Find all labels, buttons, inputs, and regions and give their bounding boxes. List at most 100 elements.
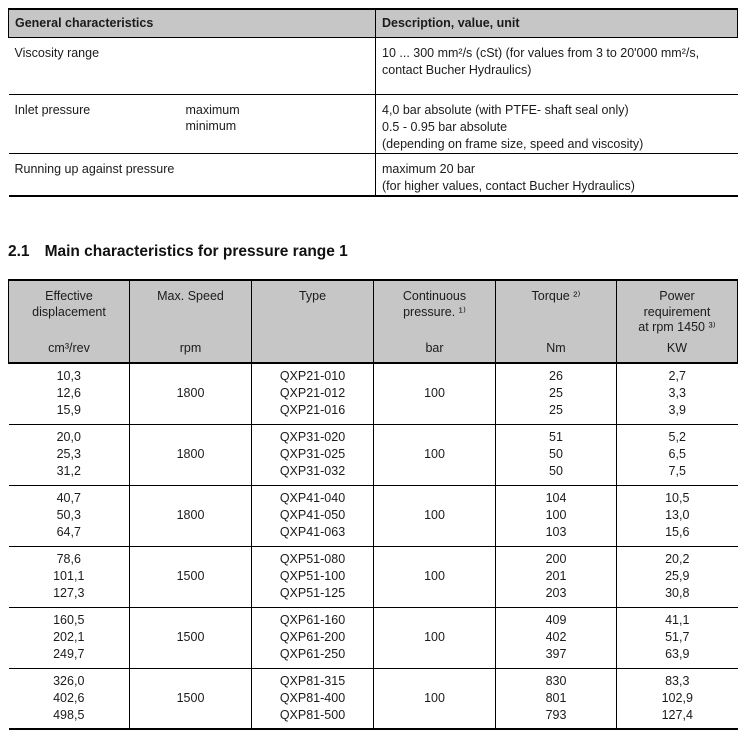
value-line: 83,3: [665, 673, 690, 688]
pressure-cell: 100: [373, 668, 496, 729]
table-row: 10,3 12,6 15,9 1800 QXP21-010 QXP21-012 …: [9, 363, 738, 424]
table-row: 78,6 101,1 127,3 1500 QXP51-080 QXP51-10…: [8, 546, 738, 607]
value-line: 402,6: [53, 690, 85, 705]
col-header-max-speed: Max. Speed rpm: [129, 280, 252, 364]
row-label-cell: Viscosity range: [8, 37, 376, 95]
value-line: 20,0: [56, 430, 81, 444]
pressure-cell: 100: [373, 363, 496, 424]
value-line: QXP81-500: [279, 707, 346, 722]
general-table-header-row: General characteristics Description, val…: [8, 9, 738, 38]
type-cell: QXP21-010 QXP21-012 QXP21-016: [251, 363, 374, 424]
col-header-power-requirement: Power requirement at rpm 1450 ³⁾ KW: [616, 280, 738, 364]
sub-label-maximum: maximum: [185, 102, 240, 117]
value-line: 249,7: [53, 647, 85, 661]
value-line: 202,1: [53, 630, 85, 644]
col-unit: bar: [425, 341, 444, 355]
value-line: 30,8: [665, 586, 690, 600]
description-line: 4,0 bar absolute (with PTFE- shaft seal …: [382, 102, 629, 117]
value-line: 1800: [176, 508, 205, 522]
row-description-cell: 10 ... 300 mm²/s (cSt) (for values from …: [375, 37, 738, 95]
value-line: 3,3: [668, 386, 686, 401]
table-row: 160,5 202,1 249,7 1500 QXP61-160 QXP61-2…: [8, 607, 738, 668]
col-header-torque: Torque ²⁾ Nm: [495, 280, 617, 364]
table-row: 326,0 402,6 498,5 1500 QXP81-315 QXP81-4…: [8, 668, 738, 729]
col-title: Max. Speed: [157, 289, 224, 303]
speed-cell: 1500: [129, 668, 252, 729]
row-label-cell: Inlet pressure maximum minimum: [8, 94, 376, 154]
pressure-cell: 100: [373, 485, 496, 546]
col-unit: rpm: [179, 341, 202, 355]
displacement-cell: 20,0 25,3 31,2: [9, 424, 130, 485]
value-line: 1800: [176, 447, 205, 461]
gen-col-header-characteristics: General characteristics: [8, 9, 376, 38]
value-line: QXP61-160: [279, 613, 346, 627]
pressure-cell: 100: [373, 546, 496, 607]
value-line: 102,9: [661, 690, 693, 705]
value-line: 100: [424, 690, 445, 705]
power-cell: 10,5 13,0 15,6: [616, 485, 738, 546]
value-line: 160,5: [53, 613, 85, 627]
col-title: Type: [298, 289, 327, 303]
description-line: 10 ... 300 mm²/s (cSt) (for values from …: [382, 45, 700, 60]
value-line: 6,5: [668, 447, 686, 461]
section-heading: 2.1 Main characteristics for pressure ran…: [8, 243, 737, 261]
row-sublabels: maximum minimum: [186, 102, 240, 135]
value-line: 326,0: [53, 673, 85, 688]
value-line: 26: [549, 369, 563, 384]
displacement-cell: 160,5 202,1 249,7: [9, 607, 130, 668]
power-cell: 2,7 3,3 3,9: [616, 363, 738, 424]
value-line: 402: [545, 630, 567, 644]
section-title: Main characteristics for pressure range …: [44, 243, 348, 260]
value-line: 100: [424, 508, 445, 522]
table-row-inlet-pressure: Inlet pressure maximum minimum 4,0 bar a…: [8, 94, 738, 154]
description-line: 0.5 - 0.95 bar absolute: [382, 119, 508, 134]
pressure-cell: 100: [373, 607, 496, 668]
value-line: 203: [545, 586, 567, 600]
col-title: Continuous pressure. ¹⁾: [402, 289, 467, 319]
value-line: 201: [545, 569, 567, 583]
type-cell: QXP31-020 QXP31-025 QXP31-032: [251, 424, 374, 485]
value-line: 5,2: [668, 430, 686, 444]
torque-cell: 26 25 25: [495, 363, 617, 424]
value-line: 1500: [176, 690, 205, 705]
row-label: Running up against pressure: [14, 161, 175, 176]
value-line: 20,2: [665, 552, 690, 566]
value-line: 200: [545, 552, 567, 566]
value-line: 397: [545, 647, 567, 661]
value-line: 10,5: [665, 491, 690, 505]
value-line: QXP81-400: [279, 690, 346, 705]
value-line: 100: [424, 447, 445, 461]
section-number: 2.1: [8, 243, 30, 260]
value-line: 2,7: [668, 369, 686, 384]
general-characteristics-table: General characteristics Description, val…: [8, 8, 738, 197]
value-line: 51: [549, 430, 563, 444]
value-line: 101,1: [53, 569, 85, 583]
value-line: 1500: [176, 630, 205, 644]
speed-cell: 1800: [129, 363, 252, 424]
value-line: QXP31-032: [279, 464, 346, 478]
type-cell: QXP61-160 QXP61-200 QXP61-250: [251, 607, 374, 668]
displacement-cell: 326,0 402,6 498,5: [9, 668, 130, 729]
value-line: 41,1: [665, 613, 690, 627]
col-title: Torque ²⁾: [531, 289, 581, 303]
value-line: 40,7: [56, 491, 81, 505]
value-line: 127,4: [661, 707, 693, 722]
value-line: 31,2: [56, 464, 81, 478]
type-cell: QXP41-040 QXP41-050 QXP41-063: [251, 485, 374, 546]
pressure-cell: 100: [373, 424, 496, 485]
power-cell: 5,2 6,5 7,5: [616, 424, 738, 485]
row-label-cell: Running up against pressure: [9, 153, 376, 196]
value-line: 100: [545, 508, 567, 522]
table-row-running-up: Running up against pressure maximum 20 b…: [9, 153, 738, 196]
value-line: QXP51-080: [279, 552, 346, 566]
value-line: QXP31-020: [279, 430, 346, 444]
value-line: 1800: [176, 386, 205, 401]
value-line: QXP21-010: [279, 369, 346, 384]
description-line: (for higher values, contact Bucher Hydra…: [382, 178, 635, 193]
value-line: QXP81-315: [279, 673, 346, 688]
torque-cell: 104 100 103: [495, 485, 617, 546]
table-row: 40,7 50,3 64,7 1800 QXP41-040 QXP41-050 …: [8, 485, 738, 546]
value-line: QXP21-012: [279, 386, 346, 401]
value-line: 25,9: [665, 569, 690, 583]
value-line: 7,5: [668, 464, 686, 478]
